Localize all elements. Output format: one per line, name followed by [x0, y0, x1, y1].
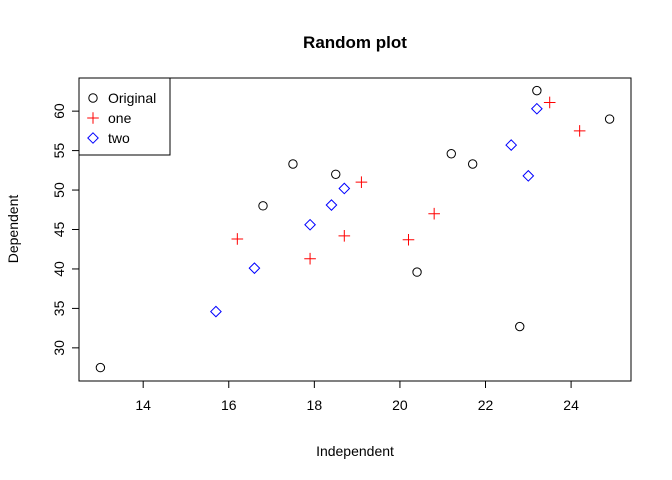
y-axis-label: Dependent — [5, 195, 21, 264]
data-point-original — [467, 159, 478, 169]
data-point-two — [325, 199, 338, 211]
series-two — [210, 102, 543, 318]
x-tick-label: 24 — [563, 397, 579, 413]
y-tick-label: 55 — [51, 143, 67, 159]
legend-marker-original — [88, 93, 98, 103]
data-point-one — [338, 230, 351, 242]
chart-title: Random plot — [303, 33, 407, 52]
y-tick-label: 50 — [51, 182, 67, 198]
data-point-one — [428, 207, 440, 220]
data-point-one — [543, 96, 556, 109]
data-point-two — [505, 139, 518, 151]
legend-box — [78, 77, 171, 156]
legend-marker-two — [87, 132, 99, 144]
data-point-one — [573, 125, 586, 137]
y-tick-label: 35 — [51, 300, 67, 316]
data-point-original — [95, 362, 106, 373]
legend-marker-one — [87, 112, 99, 124]
data-point-two — [210, 305, 222, 318]
x-tick-label: 20 — [392, 397, 408, 413]
data-point-original — [331, 169, 341, 179]
x-tick-label: 18 — [307, 397, 323, 413]
data-point-two — [338, 182, 351, 195]
legend: Original one two — [78, 77, 171, 156]
data-point-original — [532, 85, 542, 96]
y-tick-label: 60 — [51, 103, 67, 119]
data-points — [95, 85, 615, 373]
data-point-one — [402, 233, 415, 246]
data-point-original — [258, 201, 268, 211]
data-point-one — [304, 252, 316, 265]
data-point-original — [515, 321, 525, 332]
x-tick-label: 14 — [135, 397, 151, 413]
data-point-original — [412, 267, 422, 277]
x-axis: 14 16 18 20 22 24 — [135, 380, 579, 413]
y-tick-label: 40 — [51, 261, 67, 277]
x-axis-label: Independent — [316, 443, 394, 459]
data-point-two — [530, 102, 543, 115]
data-point-one — [355, 176, 368, 188]
legend-label-original: Original — [108, 90, 156, 106]
data-point-two — [522, 169, 535, 182]
data-point-two — [304, 218, 316, 231]
series-one — [231, 96, 586, 265]
data-point-original — [604, 114, 615, 124]
legend-label-two: two — [108, 130, 130, 146]
y-tick-label: 30 — [51, 340, 67, 356]
y-tick-label: 45 — [51, 222, 67, 238]
series-original — [95, 85, 615, 373]
x-tick-label: 16 — [221, 397, 237, 413]
y-axis: 30 35 40 45 50 55 60 — [51, 103, 80, 356]
x-tick-label: 22 — [478, 397, 494, 413]
data-point-original — [288, 159, 298, 169]
legend-label-one: one — [108, 110, 132, 126]
data-point-original — [446, 149, 456, 159]
data-point-two — [248, 262, 261, 275]
data-point-one — [231, 233, 244, 245]
